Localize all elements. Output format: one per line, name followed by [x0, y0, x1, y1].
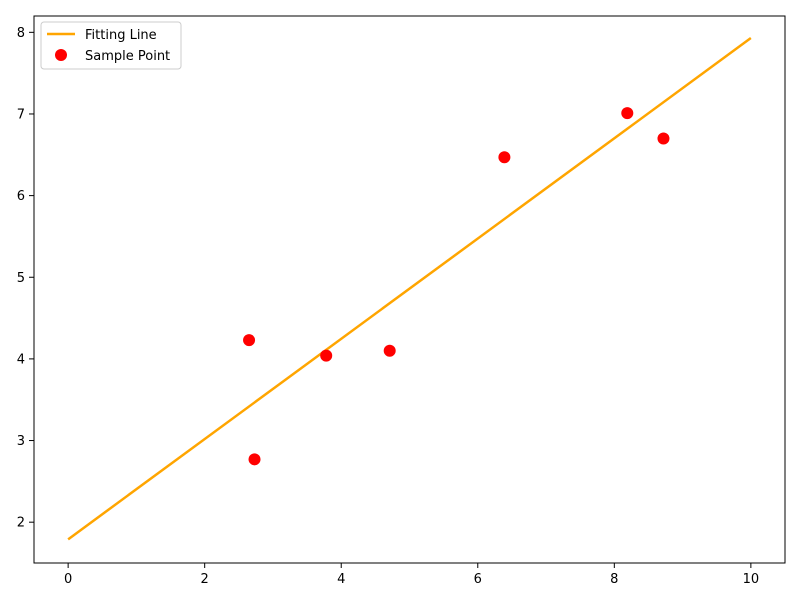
- y-axis: 2 3 4 5 6 7 8: [17, 26, 34, 531]
- sample-point: [498, 151, 511, 164]
- x-tick-label: 10: [743, 572, 760, 587]
- x-tick-label: 8: [610, 572, 618, 587]
- x-tick-label: 6: [474, 572, 482, 587]
- sample-point: [383, 344, 396, 357]
- y-tick-label: 4: [17, 352, 25, 367]
- sample-point: [320, 349, 333, 362]
- legend: Fitting Line Sample Point: [40, 21, 182, 70]
- sample-point: [248, 453, 261, 466]
- sample-point: [657, 132, 670, 145]
- y-tick-label: 2: [17, 516, 25, 531]
- x-tick-label: 4: [337, 572, 345, 587]
- fitting-line: [67, 37, 752, 541]
- y-tick-label: 7: [17, 107, 25, 122]
- legend-box: [40, 21, 182, 70]
- y-tick-label: 8: [17, 26, 25, 41]
- sample-point: [243, 334, 256, 347]
- plot-series: [67, 37, 752, 541]
- sample-point: [621, 107, 634, 120]
- legend-label-fitting-line: Fitting Line: [85, 28, 157, 43]
- legend-label-sample-point: Sample Point: [85, 49, 170, 64]
- x-tick-label: 2: [201, 572, 209, 587]
- x-tick-label: 0: [64, 572, 72, 587]
- legend-point-swatch: [55, 49, 67, 61]
- x-axis: 0 2 4 6 8 10: [64, 563, 759, 587]
- y-tick-label: 3: [17, 434, 25, 449]
- y-tick-label: 5: [17, 271, 25, 286]
- y-tick-label: 6: [17, 189, 25, 204]
